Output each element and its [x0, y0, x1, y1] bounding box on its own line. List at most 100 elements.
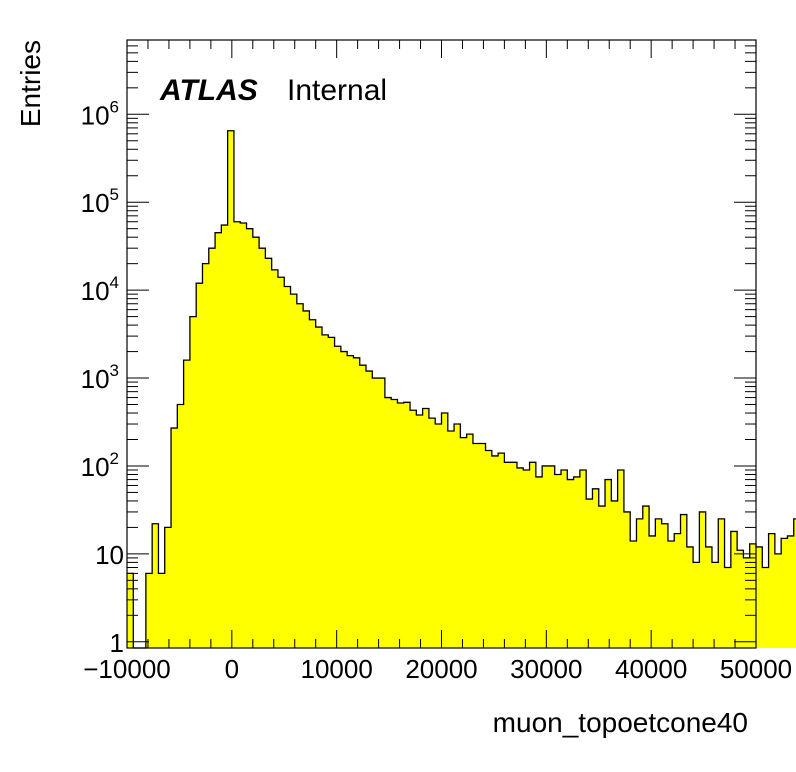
histogram-bar	[699, 511, 706, 648]
histogram-bar	[485, 450, 493, 648]
histogram-bar	[693, 562, 700, 648]
histogram-bar	[661, 523, 669, 648]
histogram-bar	[711, 562, 719, 648]
histogram-bar	[592, 488, 600, 648]
histogram-bar	[466, 434, 474, 648]
y-tick-label: 106	[81, 97, 119, 130]
histogram-bar	[353, 357, 361, 648]
histogram-bar	[479, 443, 486, 648]
histogram-bar	[686, 546, 694, 648]
histogram-bar	[391, 399, 398, 648]
histogram-bar	[422, 408, 430, 648]
histogram-bar	[781, 538, 788, 648]
x-tick-label: 50000	[720, 654, 792, 684]
histogram-bar	[535, 476, 543, 648]
histogram-bar	[259, 248, 266, 648]
histogram-bar	[768, 533, 776, 648]
histogram-bar	[542, 465, 549, 648]
histogram-bar	[579, 469, 587, 648]
histogram-bar	[498, 453, 505, 648]
histogram-bar	[454, 424, 461, 648]
histogram-bar	[340, 351, 348, 648]
histogram-bar	[510, 462, 518, 648]
histogram-bar	[623, 511, 631, 648]
histogram-bar	[756, 546, 763, 648]
histogram-bar	[642, 506, 650, 648]
histogram-bar	[516, 467, 524, 648]
histogram-bar	[737, 550, 744, 648]
histogram-bar	[164, 527, 172, 648]
y-tick-label: 104	[81, 273, 119, 306]
x-tick-label: 30000	[510, 654, 582, 684]
histogram-bar	[145, 573, 153, 648]
histogram-bar	[680, 514, 688, 648]
histogram-bar	[183, 360, 191, 648]
histogram-bar	[215, 232, 222, 648]
histogram-bar	[655, 518, 662, 648]
histogram-bar	[127, 573, 134, 648]
histogram-bar	[705, 546, 713, 648]
histogram-bar	[743, 557, 751, 648]
histogram-bars	[127, 130, 796, 649]
histogram-bar	[410, 410, 417, 648]
histogram-bar	[366, 371, 373, 648]
histogram-bar	[328, 337, 335, 648]
histogram-bar	[158, 573, 166, 648]
histogram-bar	[384, 397, 392, 648]
histogram-bar	[447, 430, 455, 648]
histogram-bar	[774, 553, 782, 648]
y-tick-label: 105	[81, 185, 119, 218]
histogram-bar	[315, 327, 323, 648]
histogram-bar	[605, 479, 612, 648]
histogram-bar	[523, 469, 530, 648]
x-axis-title: muon_topoetcone40	[493, 707, 748, 738]
histogram-bar	[586, 499, 593, 648]
histogram-bar	[246, 228, 254, 648]
histogram-bar	[504, 462, 511, 648]
histogram-bar	[221, 225, 228, 649]
histogram-bar	[309, 319, 316, 648]
histogram-bar	[359, 365, 367, 648]
histogram-bar	[598, 506, 606, 648]
histogram-bar	[730, 531, 738, 648]
y-tick-label: 1	[110, 628, 124, 658]
histogram-bar	[296, 303, 304, 648]
histogram-bar	[749, 543, 757, 648]
histogram-outline	[127, 130, 796, 649]
histogram-bar	[227, 130, 235, 648]
histogram-bar	[284, 286, 291, 648]
histogram-bar	[793, 518, 796, 648]
histogram-bar	[649, 535, 656, 648]
histogram-bar	[152, 523, 159, 648]
x-tick-label: −10000	[83, 654, 170, 684]
y-tick-label: 10	[95, 540, 124, 570]
histogram-bar	[630, 541, 637, 648]
histogram-bar	[416, 414, 423, 648]
histogram-bar	[460, 437, 467, 648]
histogram-bar	[397, 403, 405, 648]
histogram-bar	[303, 310, 310, 648]
atlas-status-label: Internal	[287, 74, 387, 107]
histogram-bar	[762, 567, 769, 648]
histogram-bar	[403, 402, 411, 648]
histogram-bar	[554, 474, 562, 648]
histogram-bar	[171, 428, 178, 648]
atlas-brand-label: ATLAS	[159, 74, 258, 107]
histogram-bar	[240, 223, 247, 648]
y-tick-label: 103	[81, 361, 119, 394]
histogram-bar	[787, 535, 795, 648]
histogram-bar	[252, 237, 260, 648]
y-axis-title: Entries	[15, 40, 46, 127]
axis-ticks	[126, 39, 757, 648]
tick-labels: −10000 0 10000 20000 30000 40000 50000 1 10 102 10…	[81, 97, 793, 684]
histogram-bar	[271, 269, 279, 648]
histogram-bar	[611, 500, 618, 648]
histogram-bar	[724, 567, 732, 648]
histogram-bar	[347, 355, 354, 648]
histogram-bar	[233, 221, 241, 648]
histogram-bar	[435, 424, 442, 648]
histogram-bar	[177, 404, 184, 648]
histogram-bar	[561, 469, 568, 648]
histogram-bar	[441, 413, 449, 648]
histogram-bar	[718, 518, 725, 648]
